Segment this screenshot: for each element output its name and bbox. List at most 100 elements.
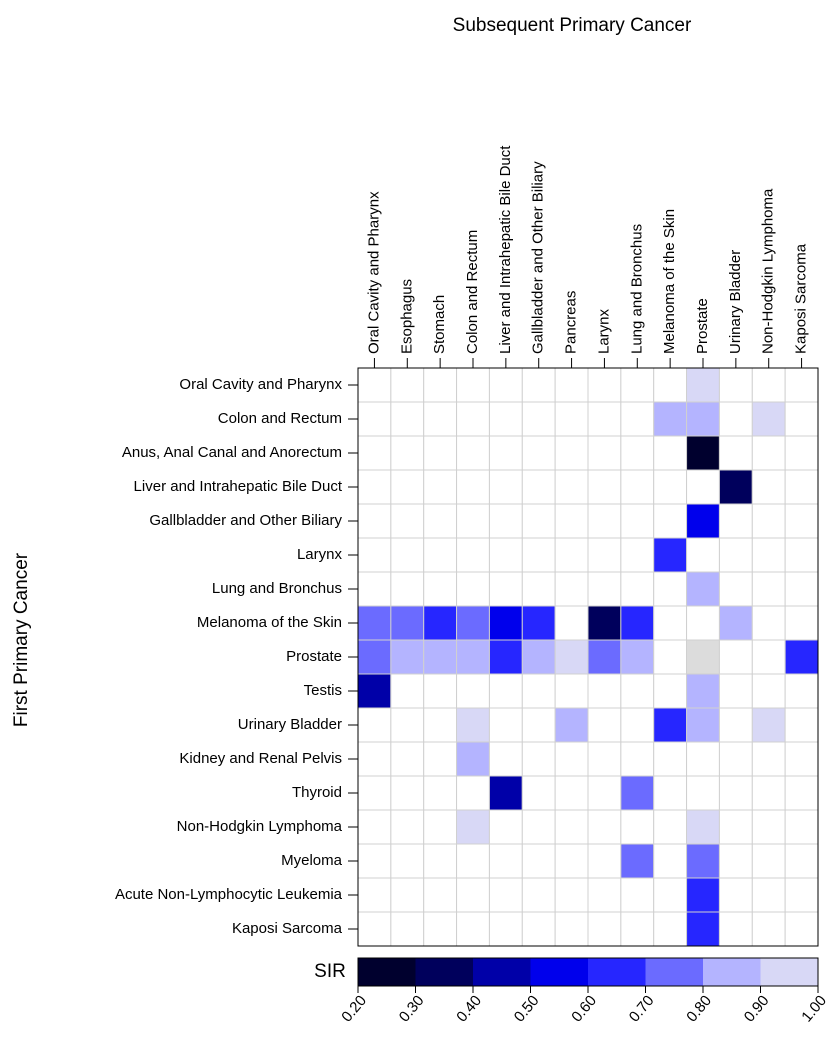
empty-cell [784, 605, 819, 641]
empty-cell [456, 571, 490, 607]
row-label: Prostate [286, 648, 342, 665]
row-label: Urinary Bladder [238, 716, 342, 733]
empty-cell [620, 503, 655, 539]
row-label: Myeloma [281, 852, 343, 869]
colorbar-bin [760, 958, 818, 986]
colorbar-tick-label: 0.60 [568, 992, 600, 1025]
cell [653, 537, 688, 573]
empty-cell [620, 877, 655, 913]
empty-cell [488, 673, 523, 709]
empty-cell [653, 877, 688, 913]
empty-cell [521, 537, 556, 573]
empty-cell [357, 503, 392, 539]
column-label: Prostate [694, 298, 711, 354]
cell [357, 605, 392, 641]
empty-cell [390, 435, 425, 471]
empty-cell [751, 741, 786, 777]
empty-cell [587, 843, 622, 879]
empty-cell [488, 537, 523, 573]
empty-cell [784, 775, 819, 811]
empty-cell [521, 367, 556, 403]
column-label: Colon and Rectum [464, 230, 481, 354]
column-label: Liver and Intrahepatic Bile Duct [497, 145, 514, 354]
empty-cell [751, 639, 786, 675]
empty-cell [587, 367, 622, 403]
empty-cell [488, 911, 523, 947]
cell [686, 809, 720, 845]
empty-cell [718, 775, 753, 811]
empty-cell [357, 367, 392, 403]
empty-cell [587, 741, 622, 777]
cell [686, 571, 720, 607]
empty-cell [751, 503, 786, 539]
empty-cell [488, 843, 523, 879]
empty-cell [620, 809, 655, 845]
empty-cell [554, 503, 589, 539]
empty-cell [718, 639, 753, 675]
empty-cell [653, 639, 688, 675]
colorbar-tick-label: 0.30 [396, 992, 428, 1025]
empty-cell [554, 809, 589, 845]
colorbar-tick-label: 1.00 [798, 992, 830, 1025]
empty-cell [620, 401, 655, 437]
empty-cell [686, 775, 720, 811]
cell [488, 775, 523, 811]
empty-cell [390, 911, 425, 947]
colorbar-bin [530, 958, 588, 986]
empty-cell [488, 435, 523, 471]
empty-cell [390, 367, 425, 403]
empty-cell [357, 537, 392, 573]
cell [521, 605, 556, 641]
row-label: Lung and Bronchus [212, 580, 342, 597]
empty-cell [357, 843, 392, 879]
column-label: Lung and Bronchus [628, 224, 645, 354]
column-label: Oral Cavity and Pharynx [365, 191, 382, 354]
cell [620, 843, 655, 879]
cell [653, 401, 688, 437]
empty-cell [784, 843, 819, 879]
empty-cell [456, 775, 490, 811]
empty-cell [521, 843, 556, 879]
cell [357, 673, 392, 709]
empty-cell [357, 707, 392, 743]
empty-cell [488, 469, 523, 505]
empty-cell [488, 741, 523, 777]
empty-cell [751, 605, 786, 641]
empty-cell [521, 401, 556, 437]
empty-cell [653, 367, 688, 403]
empty-cell [423, 401, 458, 437]
cell [456, 707, 490, 743]
empty-cell [784, 571, 819, 607]
cell [751, 707, 786, 743]
colorbar-bin [415, 958, 473, 986]
cell [488, 639, 523, 675]
empty-cell [390, 673, 425, 709]
empty-cell [390, 707, 425, 743]
empty-cell [554, 775, 589, 811]
empty-cell [686, 537, 720, 573]
empty-cell [423, 503, 458, 539]
empty-cell [423, 435, 458, 471]
empty-cell [653, 673, 688, 709]
chart-title: Subsequent Primary Cancer [453, 15, 692, 36]
cell [456, 639, 490, 675]
row-label: Acute Non-Lymphocytic Leukemia [115, 886, 343, 903]
empty-cell [587, 911, 622, 947]
empty-cell [521, 673, 556, 709]
empty-cell [587, 571, 622, 607]
empty-cell [488, 877, 523, 913]
empty-cell [554, 877, 589, 913]
empty-cell [653, 435, 688, 471]
empty-cell [554, 741, 589, 777]
empty-cell [718, 673, 753, 709]
empty-cell [784, 809, 819, 845]
cell [554, 639, 589, 675]
column-label: Stomach [431, 295, 448, 354]
cell [686, 367, 720, 403]
row-label: Anus, Anal Canal and Anorectum [122, 444, 342, 461]
empty-cell [718, 741, 753, 777]
colorbar-tick-label: 0.40 [453, 992, 485, 1025]
row-label: Colon and Rectum [218, 410, 342, 427]
empty-cell [521, 503, 556, 539]
empty-cell [357, 401, 392, 437]
